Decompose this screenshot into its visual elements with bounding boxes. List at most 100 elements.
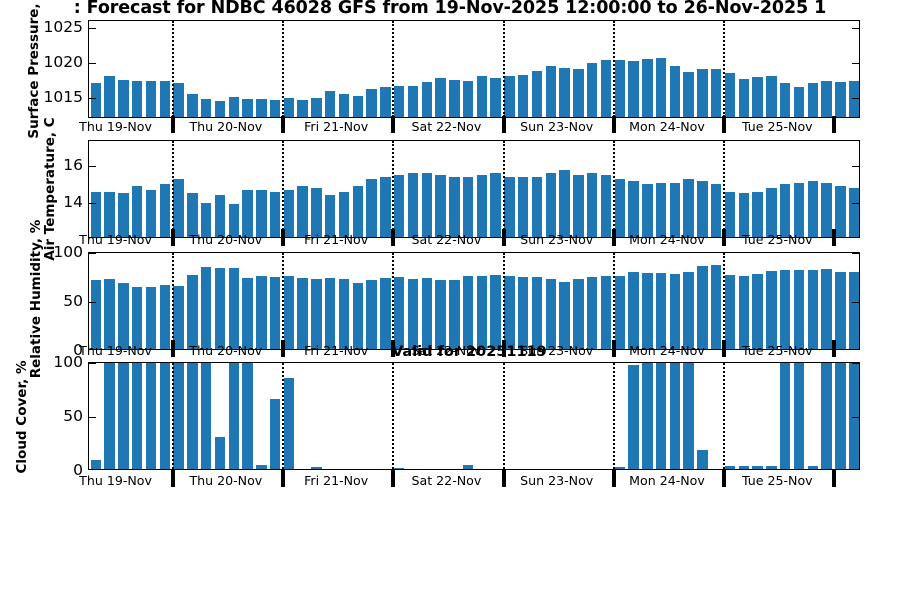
x-axis-day-label: Sat 22-Nov (411, 232, 482, 247)
x-axis-day-label: Thu 20-Nov (189, 119, 263, 134)
bar (352, 96, 364, 117)
bar (779, 82, 791, 117)
bar (366, 178, 377, 237)
plot-area-2 (88, 140, 860, 238)
bar (573, 68, 584, 117)
bar (559, 282, 570, 349)
bar (504, 76, 515, 117)
bar (642, 272, 653, 349)
y-tick-mark (852, 302, 859, 303)
chart-panel-1: 1015 1020 1025 (44, 18, 860, 118)
bar (531, 177, 543, 237)
day-separator (612, 21, 615, 117)
y-tick-mark (89, 417, 96, 418)
bar (573, 175, 584, 237)
x-axis-tick-mark (611, 340, 616, 357)
bar (214, 267, 226, 349)
x-axis-day-label: Fri 21-Nov (304, 473, 369, 488)
bar (187, 193, 198, 237)
x-axis-day-label: Mon 24-Nov (629, 343, 705, 358)
bar (614, 466, 625, 469)
bar (683, 178, 694, 237)
y-tick-mark (852, 253, 859, 254)
x-axis-labels-4: Thu 19-Nov Thu 20-Nov Fri 21-Nov Sat 22-Nov… (79, 470, 860, 491)
bar (628, 61, 639, 117)
bar (766, 75, 777, 117)
bar (752, 191, 763, 237)
bar (325, 195, 336, 237)
day-separator (723, 363, 726, 469)
figure-title: : Forecast for NDBC 46028 GFS from 19-No… (73, 0, 827, 18)
bar (90, 191, 102, 237)
bar (738, 193, 750, 237)
chart-panel-2: 14 16 (63, 140, 860, 238)
bar (669, 182, 681, 237)
bar (214, 195, 226, 237)
bar (628, 180, 639, 237)
bar (256, 464, 267, 469)
bar (642, 58, 653, 117)
bar (159, 285, 171, 349)
bar (421, 278, 432, 349)
x-axis-day-label: Fri 21-Nov (304, 232, 369, 247)
bar (380, 278, 391, 349)
bar (393, 467, 405, 469)
bar (807, 180, 818, 237)
x-axis-tick-mark (832, 470, 837, 487)
day-separator (171, 141, 174, 237)
bar (697, 449, 708, 469)
x-axis-tick-mark (722, 116, 727, 133)
bar (145, 189, 157, 237)
y-tick-mark (89, 63, 96, 64)
x-axis-tick-mark (832, 340, 837, 357)
x-axis-tick-mark (170, 470, 175, 487)
y-tick-mark (89, 202, 96, 204)
day-separator (282, 363, 284, 469)
day-separator (282, 141, 284, 237)
x-axis-tick-mark (391, 229, 396, 246)
bar (697, 180, 708, 237)
y-tick-label: 0 (73, 341, 83, 359)
bar (531, 70, 543, 117)
bar (752, 465, 763, 469)
bar (779, 184, 791, 237)
y-tick-label: 16 (63, 156, 83, 175)
day-separator (502, 21, 505, 117)
bar (807, 269, 818, 349)
plot-area-3 (88, 252, 860, 350)
bar (545, 173, 557, 237)
bar (683, 271, 694, 349)
bar (655, 363, 667, 469)
bar (118, 79, 129, 117)
bar (352, 283, 364, 349)
bar (90, 280, 102, 349)
x-axis-tick-mark (281, 229, 285, 246)
bar (118, 193, 129, 237)
bar (462, 464, 474, 469)
x-axis-tick-mark (170, 116, 175, 133)
bar (683, 363, 694, 469)
x-axis-tick-mark (832, 229, 837, 246)
bar (311, 188, 322, 237)
bar (821, 182, 832, 237)
bar (738, 78, 750, 117)
bar (545, 279, 557, 349)
bar (352, 186, 364, 237)
x-axis-tick-mark (722, 229, 727, 246)
day-separator (392, 363, 395, 469)
day-separator (282, 253, 284, 349)
day-separator (392, 253, 395, 349)
x-axis-tick-mark (722, 340, 727, 357)
bar (242, 363, 253, 469)
bar (642, 184, 653, 237)
y-tick-label: 50 (63, 292, 83, 310)
y-tick-label: 1015 (43, 88, 83, 106)
bar (711, 69, 722, 117)
bar (449, 79, 460, 117)
bar (848, 271, 859, 349)
bar (462, 177, 474, 237)
plot-area-4 (88, 362, 860, 470)
bar (752, 77, 763, 117)
bar (766, 270, 777, 349)
bar (476, 275, 488, 349)
